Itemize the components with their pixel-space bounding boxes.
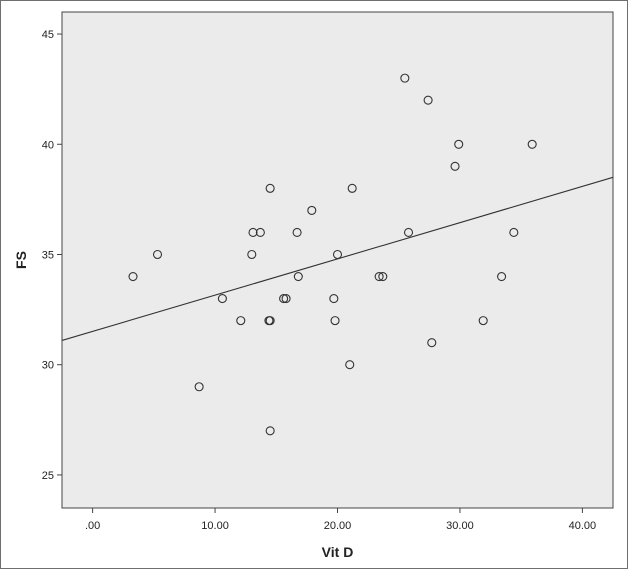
data-point: [497, 271, 507, 282]
data-point: [236, 316, 246, 326]
data-point: [292, 227, 302, 237]
plot-area: [61, 11, 614, 509]
data-point: [423, 95, 433, 105]
data-point: [332, 249, 343, 260]
data-point: [293, 271, 303, 282]
data-point: [330, 316, 340, 326]
y-tick-label: 45: [42, 29, 54, 41]
y-axis-title: FS: [13, 251, 29, 269]
x-axis-title: Vit D: [322, 544, 354, 560]
x-tick-label: .00: [85, 520, 100, 532]
data-point: [427, 338, 437, 348]
data-point: [265, 426, 275, 436]
data-point: [255, 227, 265, 237]
data-point: [265, 183, 275, 193]
x-tick-label: 30.00: [446, 520, 474, 532]
data-point: [454, 139, 464, 149]
data-point: [509, 227, 519, 237]
data-point: [378, 271, 388, 282]
data-point: [281, 294, 291, 304]
data-point: [478, 316, 488, 326]
data-point: [400, 73, 410, 83]
data-point: [128, 271, 138, 282]
data-point: [403, 227, 414, 237]
x-tick-label: 40.00: [569, 520, 597, 532]
x-tick-label: 10.00: [201, 520, 229, 532]
data-point: [347, 183, 357, 193]
data-point: [247, 249, 257, 260]
data-point: [329, 294, 339, 304]
data-point: [345, 360, 355, 370]
data-point: [194, 382, 204, 392]
data-point: [450, 161, 460, 171]
y-tick-label: 25: [42, 470, 54, 482]
data-point: [307, 205, 317, 215]
data-point: [279, 294, 289, 304]
data-point: [527, 139, 537, 149]
y-tick-label: 35: [42, 249, 54, 261]
data-point: [217, 294, 227, 304]
y-tick-label: 40: [42, 139, 54, 151]
data-point: [152, 249, 163, 260]
data-point: [265, 316, 275, 326]
y-tick-label: 30: [42, 360, 54, 372]
data-point: [248, 227, 258, 237]
data-point: [374, 271, 384, 282]
x-tick-label: 20.00: [324, 520, 352, 532]
